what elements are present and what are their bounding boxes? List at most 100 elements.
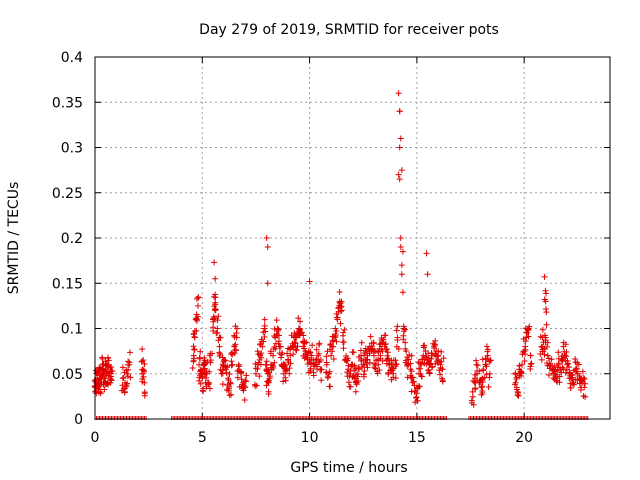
data-point	[242, 377, 249, 384]
data-point	[479, 375, 486, 382]
data-point	[404, 354, 411, 361]
data-point	[414, 397, 421, 404]
data-point	[219, 381, 226, 388]
y-tick-label: 0.15	[52, 276, 83, 292]
data-point	[269, 362, 276, 369]
data-point	[400, 328, 407, 335]
data-point	[468, 399, 475, 406]
data-point	[337, 308, 344, 315]
data-point	[141, 379, 148, 386]
data-point	[574, 359, 581, 366]
data-point	[295, 315, 302, 322]
data-point	[394, 336, 401, 343]
data-point	[327, 341, 334, 348]
data-point	[275, 326, 282, 333]
data-point	[215, 313, 222, 320]
data-point	[522, 338, 529, 345]
data-point	[119, 364, 126, 371]
data-point	[307, 349, 314, 356]
data-point	[350, 349, 357, 356]
data-point	[243, 372, 250, 379]
data-point	[303, 339, 310, 346]
data-point	[141, 368, 148, 375]
data-point	[394, 323, 401, 330]
data-point	[121, 388, 128, 395]
data-point	[553, 377, 560, 384]
data-point	[210, 324, 217, 331]
data-point	[565, 360, 572, 367]
data-point	[581, 384, 588, 391]
data-point	[287, 360, 294, 367]
data-point	[266, 369, 273, 376]
data-point	[339, 339, 346, 346]
data-point	[324, 374, 331, 381]
data-point	[370, 340, 377, 347]
data-point	[207, 359, 214, 366]
data-point	[108, 367, 115, 374]
data-point	[191, 333, 198, 340]
data-point	[194, 316, 201, 323]
data-point	[301, 345, 308, 352]
data-point	[126, 359, 133, 366]
data-point	[261, 316, 268, 323]
data-point	[524, 326, 531, 333]
data-point	[393, 327, 400, 334]
data-point	[260, 329, 267, 336]
y-tick-label: 0.4	[61, 50, 83, 66]
data-point	[323, 359, 330, 366]
data-point	[400, 336, 407, 343]
data-point	[203, 374, 210, 381]
data-point	[190, 343, 197, 350]
data-point	[330, 356, 337, 363]
data-point	[201, 354, 208, 361]
data-point	[398, 262, 405, 269]
data-point	[197, 380, 204, 387]
data-point	[563, 353, 570, 360]
data-point	[401, 326, 408, 333]
data-point	[292, 340, 299, 347]
data-point	[478, 384, 485, 391]
data-point	[125, 358, 132, 365]
data-point	[434, 353, 441, 360]
data-point	[228, 358, 235, 365]
data-point	[242, 378, 249, 385]
data-point	[105, 357, 112, 364]
data-point	[418, 361, 425, 368]
data-point	[398, 167, 405, 174]
data-point	[513, 384, 520, 391]
data-point	[402, 345, 409, 352]
data-point	[207, 350, 214, 357]
data-point	[355, 377, 362, 384]
data-point	[286, 365, 293, 372]
data-point	[196, 377, 203, 384]
data-point	[263, 358, 270, 365]
y-tick-label: 0.35	[52, 95, 83, 111]
data-point	[296, 326, 303, 333]
data-point	[543, 309, 550, 316]
data-point	[542, 287, 549, 294]
data-point	[483, 363, 490, 370]
data-point	[340, 345, 347, 352]
data-point	[265, 379, 272, 386]
data-point	[267, 373, 274, 380]
data-point	[107, 364, 114, 371]
data-point	[472, 386, 479, 393]
data-point	[337, 300, 344, 307]
data-point	[384, 352, 391, 359]
data-point	[385, 356, 392, 363]
data-point	[395, 171, 402, 178]
data-point	[569, 372, 576, 379]
data-point	[371, 360, 378, 367]
data-point	[347, 383, 354, 390]
data-point	[358, 355, 365, 362]
data-point	[384, 349, 391, 356]
data-point	[258, 338, 265, 345]
data-point	[330, 343, 337, 350]
data-point	[219, 354, 226, 361]
data-point	[539, 326, 546, 333]
y-axis-label: SRMTID / TECUs	[6, 182, 22, 295]
data-point	[381, 341, 388, 348]
data-point	[392, 375, 399, 382]
data-point	[309, 342, 316, 349]
y-tick-label: 0.05	[52, 367, 83, 383]
